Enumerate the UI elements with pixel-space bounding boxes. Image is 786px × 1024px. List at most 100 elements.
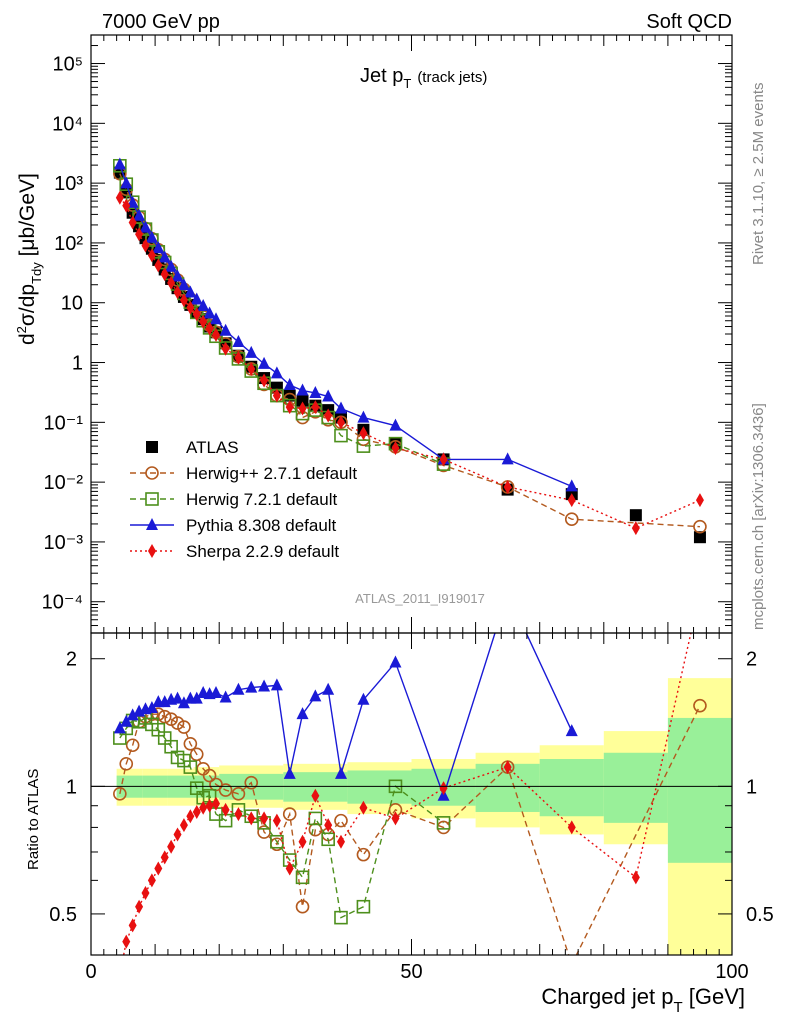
ratio-point	[120, 714, 133, 727]
ratio-point	[285, 861, 294, 876]
ratio-point	[439, 781, 448, 796]
ratio-y-tick-label: 2	[66, 649, 77, 671]
data-point	[139, 220, 152, 233]
band-green-segment	[539, 759, 604, 817]
data-point	[311, 400, 320, 415]
ratio-point	[282, 807, 297, 821]
ratio-point	[258, 679, 271, 692]
ratio-point	[311, 788, 320, 803]
mcplots-label: mcplots.cern.ch [arXiv:1306.3436]	[750, 403, 767, 630]
data-point	[177, 278, 190, 291]
ratio-point	[502, 586, 514, 598]
ratio-point	[141, 886, 150, 901]
data-point	[171, 269, 184, 282]
y-tick-label: 10⁻²	[44, 472, 84, 494]
data-point	[260, 373, 269, 388]
ratio-point	[334, 813, 348, 828]
x-tick-label: 0	[85, 961, 96, 983]
legend-marker	[146, 518, 158, 530]
data-point	[152, 241, 165, 254]
data-point	[154, 258, 163, 273]
main-plot-series	[113, 157, 707, 544]
ratio-point	[221, 802, 230, 817]
data-point	[564, 512, 579, 526]
legend-label: ATLAS	[186, 438, 239, 457]
data-point	[128, 215, 137, 230]
ratio-point	[295, 870, 310, 885]
ratio-point	[296, 707, 309, 720]
ratio-point	[128, 918, 137, 933]
ratio-point	[359, 800, 368, 815]
ratio-point	[503, 760, 512, 775]
data-point	[357, 410, 370, 423]
ratio-point	[270, 834, 284, 849]
ratio-point	[283, 766, 296, 779]
data-point	[135, 227, 144, 242]
rivet-label: Rivet 3.1.10, ≥ 2.5M events	[750, 83, 767, 266]
y-axis-label: d2σ/dpTdy [μb/GeV]	[14, 173, 44, 345]
ratio-point	[566, 958, 578, 970]
ratio-plot-series	[113, 586, 707, 981]
data-point	[391, 441, 400, 456]
data-point	[334, 401, 347, 414]
header-left: 7000 GeV pp	[102, 11, 220, 33]
ratio-point	[298, 834, 307, 849]
ratio-point	[244, 775, 259, 790]
plot-title: Jet pT (track jets)	[360, 65, 487, 91]
y-tick-label: 10	[61, 293, 83, 315]
y-tick-label: 10⁻¹	[44, 412, 84, 434]
data-point	[272, 388, 281, 403]
ratio-point	[211, 796, 220, 811]
legend-marker	[146, 441, 158, 453]
ratio-point	[309, 689, 322, 702]
ratio-point	[321, 832, 335, 847]
ratio-point	[171, 691, 184, 704]
axes: 10⁻⁴ 10⁻³ 10⁻² 10⁻¹ 1 10 10² 10³ 10⁴ 10⁵ 0 50 100 0.5…	[42, 34, 774, 983]
ratio-point	[116, 967, 124, 981]
ratio-axis-label: Ratio to ATLAS	[25, 769, 42, 870]
ratio-y-tick-label-right: 0.5	[746, 904, 774, 926]
data-point	[120, 176, 133, 189]
data-point	[439, 452, 448, 467]
data-point	[359, 426, 368, 441]
data-point	[160, 267, 169, 282]
ratio-point	[334, 766, 347, 779]
data-point	[192, 307, 201, 322]
ratio-point	[218, 783, 233, 797]
data-point	[324, 408, 333, 423]
data-point	[298, 401, 307, 416]
data-point	[322, 389, 335, 402]
ratio-point	[167, 839, 176, 854]
ratio-point	[391, 811, 400, 826]
data-point	[567, 493, 576, 508]
ratio-point	[696, 586, 704, 600]
data-point	[693, 531, 706, 544]
data-point	[122, 198, 131, 213]
ratio-point	[209, 686, 222, 699]
data-point	[173, 285, 182, 300]
data-point	[334, 428, 348, 443]
ratio-point	[189, 747, 204, 762]
ratio-point	[356, 847, 371, 862]
ratio-point	[270, 678, 283, 691]
data-point	[695, 493, 704, 508]
data-point	[258, 356, 271, 369]
ratio-point	[693, 698, 707, 713]
ratio-point	[205, 798, 214, 813]
data-point	[503, 479, 512, 494]
data-point	[631, 521, 640, 536]
data-point	[199, 314, 208, 329]
ratio-point	[119, 757, 134, 771]
ratio-point	[631, 870, 640, 885]
data-point	[167, 275, 176, 290]
band-green-segment	[603, 752, 668, 823]
data-point	[247, 361, 256, 376]
ratio-point	[436, 816, 451, 830]
data-point	[296, 394, 309, 407]
ratio-point	[160, 850, 169, 865]
ratio-point	[177, 696, 190, 709]
data-point	[203, 306, 216, 319]
data-point	[190, 292, 203, 305]
ratio-point	[113, 721, 126, 734]
band-green-segment	[667, 717, 732, 863]
